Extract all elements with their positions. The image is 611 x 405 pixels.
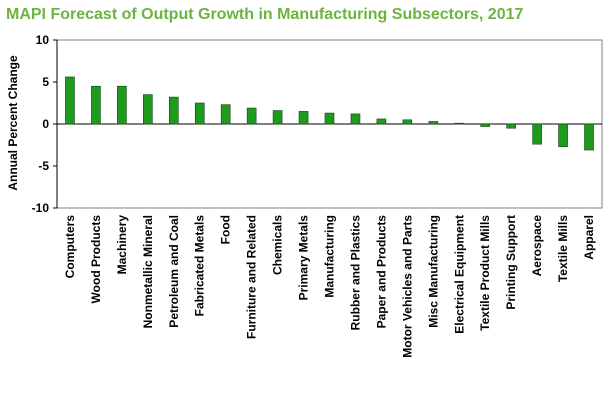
- category-label: Printing Support: [504, 215, 518, 310]
- category-label: Computers: [63, 215, 77, 279]
- y-tick-label: -10: [32, 201, 50, 215]
- category-label: Aerospace: [530, 215, 544, 277]
- category-label: Nonmetallic Mineral: [141, 215, 155, 328]
- bar-apparel: [584, 123, 594, 151]
- bar-textile-product-mills: [480, 123, 491, 127]
- bar-computers: [65, 76, 75, 125]
- y-tick-label: 5: [42, 75, 49, 89]
- bar-wood-products: [91, 85, 101, 125]
- bar-machinery: [117, 85, 127, 125]
- category-label: Textile Product Mills: [478, 215, 492, 331]
- y-tick-label: 0: [42, 117, 49, 131]
- category-label: Misc Manufacturing: [426, 215, 440, 328]
- category-label: Fabricated Metals: [193, 215, 207, 317]
- bar-rubber-and-plastics: [350, 113, 361, 125]
- y-axis-title: Annual Percent Change: [6, 55, 20, 191]
- bar-chemicals: [272, 110, 283, 125]
- category-label: Food: [219, 215, 233, 244]
- y-tick-label: 10: [36, 33, 50, 47]
- category-label: Paper and Products: [374, 215, 388, 329]
- bar-petroleum-and-coal: [168, 96, 179, 125]
- category-label: Textile Mills: [556, 215, 570, 282]
- bar-fabricated-metals: [194, 102, 205, 125]
- category-label: Apparel: [582, 215, 596, 260]
- category-label: Motor Vehicles and Parts: [400, 215, 414, 358]
- bar-electrical-equipment: [454, 122, 465, 125]
- bar-nonmetallic-mineral: [143, 94, 153, 125]
- bar-paper-and-products: [376, 118, 387, 125]
- plot-area: 10 5 0 -5 -10 Computers Wood Products Machinery…: [32, 33, 603, 358]
- category-label: Petroleum and Coal: [167, 215, 181, 328]
- y-tick-label: -5: [38, 159, 49, 173]
- bar-furniture-and-related: [246, 107, 257, 125]
- bar-textile-mills: [558, 123, 568, 147]
- category-label: Manufacturing: [323, 215, 337, 298]
- bar-primary-metals: [298, 111, 309, 125]
- category-label: Machinery: [115, 215, 129, 275]
- bar-printing-support: [506, 123, 516, 129]
- category-label: Wood Products: [89, 215, 103, 304]
- category-label: Furniture and Related: [245, 215, 259, 339]
- bar-manufacturing: [324, 112, 335, 125]
- bar-food: [220, 104, 231, 125]
- bar-aerospace: [532, 123, 542, 145]
- bar-misc-manufacturing: [428, 121, 439, 125]
- category-label: Chemicals: [271, 215, 285, 275]
- category-label: Electrical Equipment: [452, 215, 466, 334]
- category-label: Rubber and Plastics: [348, 215, 362, 331]
- bar-motor-vehicles-and-parts: [402, 119, 413, 125]
- chart-title: MAPI Forecast of Output Growth in Manufa…: [6, 6, 524, 23]
- category-label: Primary Metals: [297, 215, 311, 301]
